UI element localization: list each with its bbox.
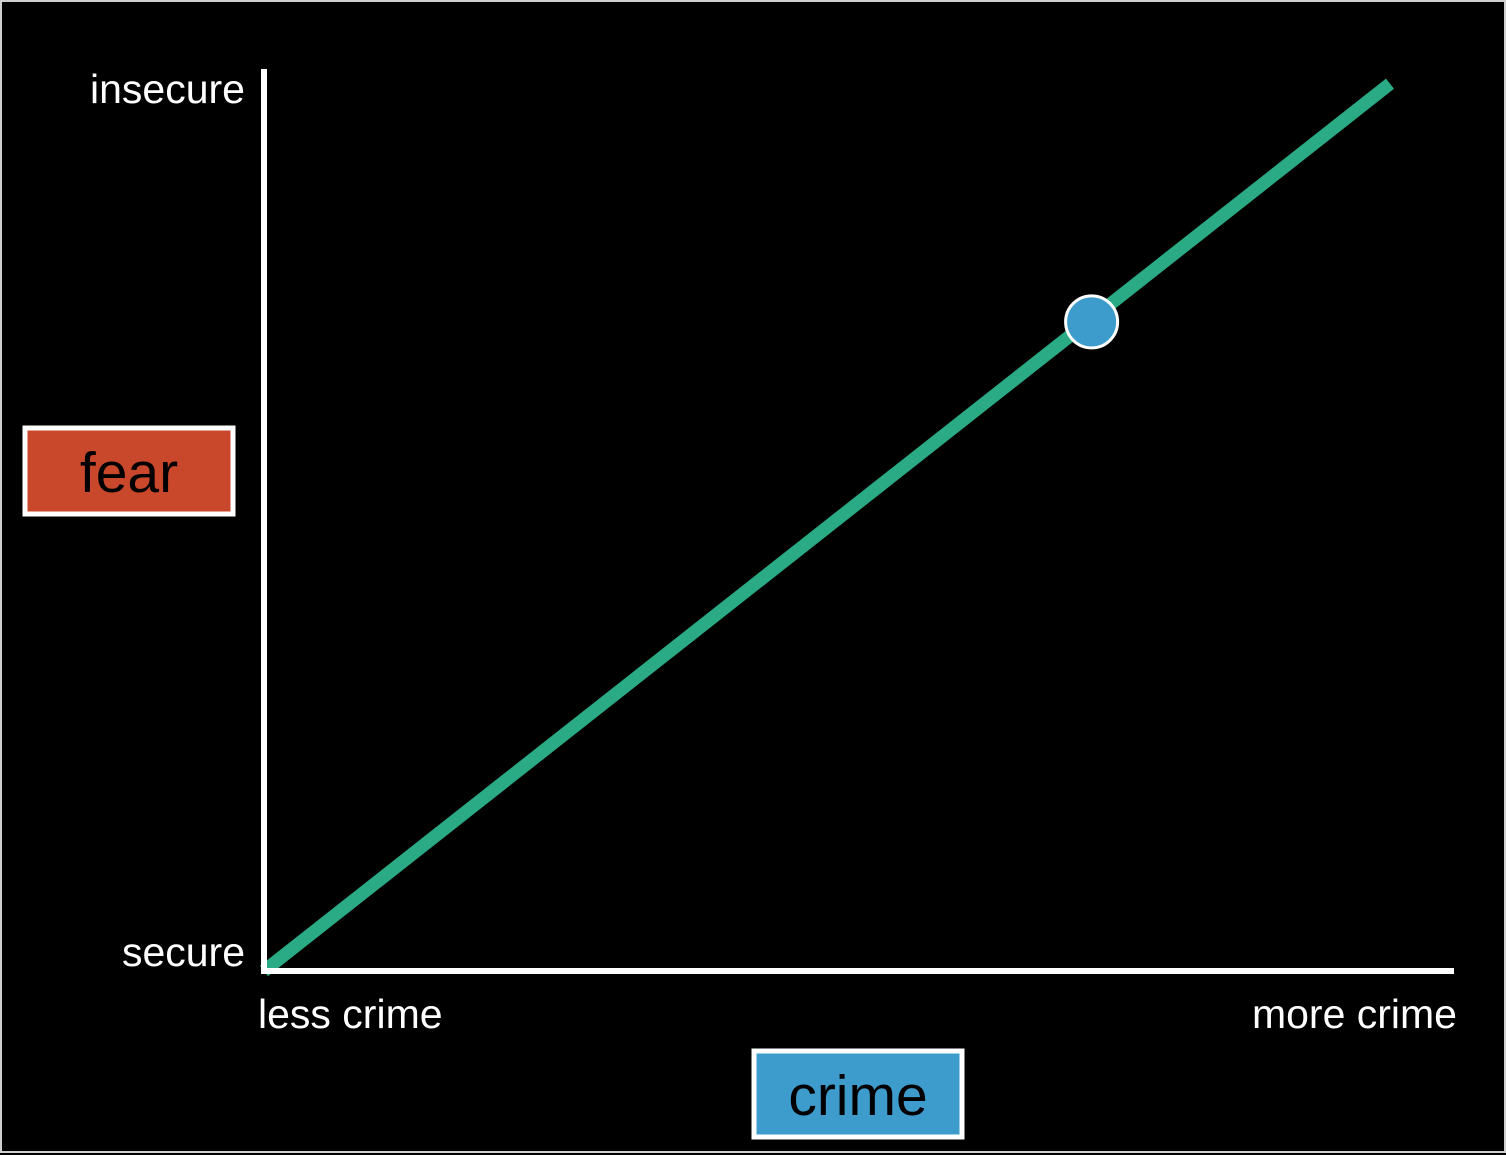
series-line-0 bbox=[259, 78, 1395, 977]
y-axis-low-label: secure bbox=[122, 929, 245, 975]
highlight-layer bbox=[1064, 294, 1120, 350]
y-axis-title-box: fear bbox=[22, 425, 236, 517]
x-axis-title-background bbox=[751, 1048, 965, 1140]
y-axis-title-background bbox=[22, 425, 236, 517]
x-axis-low-label: less crime bbox=[258, 991, 443, 1037]
x-axis-title: crime bbox=[788, 1064, 927, 1128]
y-axis-title: fear bbox=[80, 441, 178, 505]
y-axis-high-label: insecure bbox=[90, 66, 245, 112]
series-layer bbox=[259, 78, 1395, 977]
x-axis-title-box: crime bbox=[751, 1048, 965, 1140]
x-axis-high-label: more crime bbox=[1252, 991, 1457, 1037]
highlight-point bbox=[1064, 294, 1120, 350]
